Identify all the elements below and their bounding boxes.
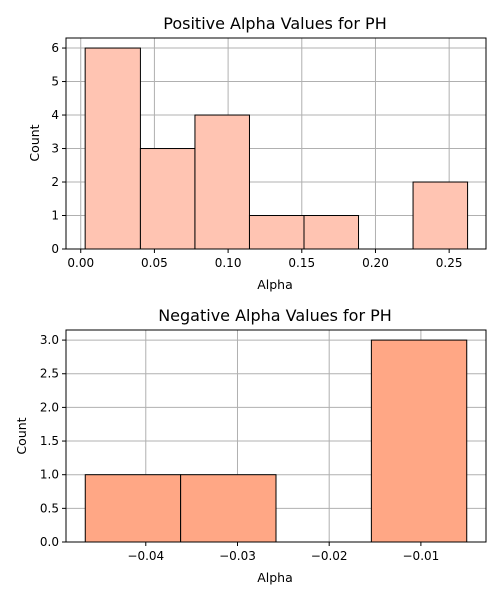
y-tick-label: 6	[51, 41, 59, 55]
x-tick-label: 0.25	[436, 256, 463, 270]
x-tick-label: 0.10	[215, 256, 242, 270]
positive-alpha-histogram: Positive Alpha Values for PH Alpha Count…	[27, 14, 487, 292]
histogram-bar	[370, 339, 468, 543]
y-tick-label: 1	[51, 209, 59, 223]
y-tick-label: 1.0	[40, 468, 59, 482]
histogram-bar	[180, 474, 277, 543]
y-axis-label: Count	[27, 124, 42, 161]
x-tick-label: −0.03	[219, 549, 256, 563]
y-tick-label: 3	[51, 142, 59, 156]
y-tick-label: 4	[51, 108, 59, 122]
axes-frame	[65, 37, 487, 250]
y-tick-label: 2.5	[40, 367, 59, 381]
chart-title: Positive Alpha Values for PH	[163, 14, 386, 33]
x-tick-label: −0.02	[311, 549, 348, 563]
chart-title: Negative Alpha Values for PH	[158, 306, 392, 325]
y-tick-label: 0	[51, 242, 59, 256]
y-axis-label: Count	[14, 417, 29, 454]
histogram-bar	[84, 47, 141, 250]
y-tick-label: 2.0	[40, 400, 59, 414]
y-tick-label: 0.0	[40, 535, 59, 549]
y-tick-label: 3.0	[40, 333, 59, 347]
x-axis-label: Alpha	[257, 570, 293, 585]
histogram-bar	[84, 474, 182, 543]
axes-frame	[65, 329, 487, 543]
histogram-bar	[248, 215, 305, 250]
x-tick-label: 0.05	[141, 256, 168, 270]
y-tick-label: 0.5	[40, 501, 59, 515]
y-tick-label: 1.5	[40, 434, 59, 448]
negative-alpha-histogram: Negative Alpha Values for PH Alpha Count…	[14, 306, 487, 585]
histogram-bar	[412, 181, 469, 250]
x-tick-label: −0.04	[127, 549, 164, 563]
histogram-bar	[139, 148, 196, 250]
y-tick-label: 2	[51, 175, 59, 189]
x-tick-label: 0.20	[362, 256, 389, 270]
x-tick-label: 0.00	[67, 256, 94, 270]
x-axis-label: Alpha	[257, 277, 293, 292]
y-tick-label: 5	[51, 75, 59, 89]
x-tick-label: −0.01	[403, 549, 440, 563]
x-tick-label: 0.15	[288, 256, 315, 270]
histogram-bar	[194, 114, 250, 250]
histogram-bar	[303, 215, 360, 250]
